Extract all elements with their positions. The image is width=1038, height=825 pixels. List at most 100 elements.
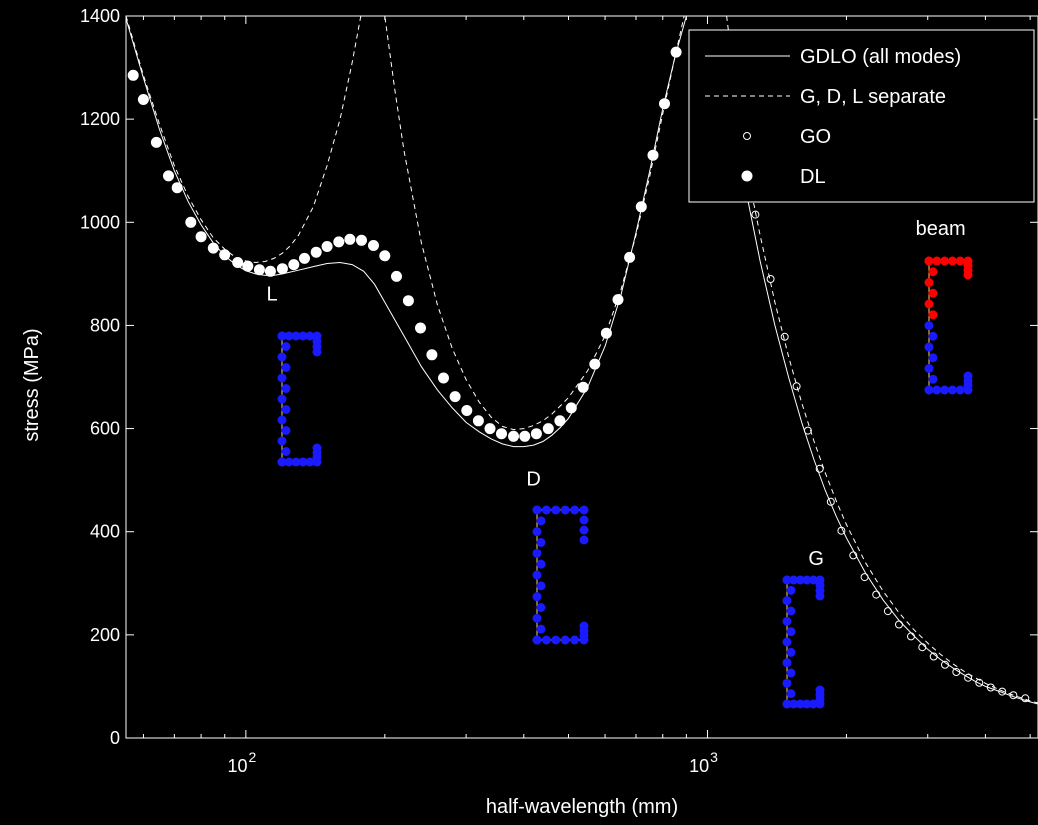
annotation-G: G bbox=[808, 548, 824, 570]
dl-point-13 bbox=[276, 263, 288, 275]
dl-point-1 bbox=[137, 94, 149, 105]
dl-point-0 bbox=[127, 69, 139, 81]
y-tick-label-0: 0 bbox=[110, 728, 120, 748]
y-axis-label: stress (MPa) bbox=[21, 328, 43, 441]
go-point-4 bbox=[803, 426, 812, 435]
dl-point-37 bbox=[554, 415, 566, 427]
y-tick-label-6: 1200 bbox=[80, 109, 120, 129]
inset-section-G bbox=[782, 575, 825, 709]
go-point-21 bbox=[998, 687, 1007, 696]
dl-point-14 bbox=[288, 259, 300, 271]
gdlo-curve-0 bbox=[126, 16, 687, 448]
dl-point-23 bbox=[391, 270, 402, 282]
go-point-17 bbox=[952, 668, 961, 676]
legend-swatch-3 bbox=[741, 170, 753, 182]
dl-point-7 bbox=[207, 242, 219, 254]
inset-section-L bbox=[277, 331, 322, 467]
go-point-9 bbox=[860, 573, 869, 582]
dl-point-34 bbox=[519, 430, 531, 442]
dl-point-36 bbox=[542, 423, 554, 435]
dl-point-39 bbox=[577, 381, 589, 393]
go-point-10 bbox=[872, 590, 881, 599]
go-point-15 bbox=[929, 652, 938, 661]
y-tick-label-4: 800 bbox=[90, 315, 120, 335]
dl-point-41 bbox=[600, 327, 612, 339]
y-tick-label-1: 200 bbox=[90, 625, 120, 645]
go-point-22 bbox=[1009, 691, 1018, 700]
go-point-18 bbox=[964, 673, 973, 682]
dl-point-4 bbox=[171, 182, 183, 194]
dl-point-21 bbox=[368, 240, 379, 251]
dl-point-31 bbox=[484, 423, 496, 435]
legend-label-0: GDLO (all modes) bbox=[800, 46, 961, 68]
dl-point-24 bbox=[402, 295, 414, 307]
legend-label-2: GO bbox=[800, 126, 831, 148]
dl-point-44 bbox=[635, 201, 647, 213]
dl-point-9 bbox=[232, 257, 244, 268]
legend: GDLO (all modes) G, D, L separate GO DL bbox=[688, 29, 1035, 203]
dl-point-40 bbox=[589, 358, 601, 370]
dl-point-30 bbox=[472, 415, 484, 427]
dl-point-47 bbox=[670, 46, 682, 58]
dl-point-29 bbox=[461, 405, 473, 416]
annotation-L: L bbox=[267, 284, 278, 306]
dl-point-26 bbox=[426, 349, 438, 361]
go-point-11 bbox=[883, 607, 892, 616]
inset-section-D bbox=[532, 505, 589, 645]
cross-section-insets bbox=[277, 256, 973, 709]
dl-point-25 bbox=[415, 322, 426, 334]
dl-point-12 bbox=[264, 265, 276, 277]
go-point-12 bbox=[895, 620, 903, 629]
dl-point-45 bbox=[647, 149, 659, 161]
go-point-1 bbox=[766, 275, 775, 283]
go-point-20 bbox=[986, 683, 995, 692]
go-point-5 bbox=[815, 464, 824, 473]
go-point-2 bbox=[780, 332, 789, 341]
dl-point-6 bbox=[195, 231, 207, 243]
go-point-7 bbox=[837, 526, 846, 535]
dl-point-42 bbox=[612, 294, 624, 306]
dl-point-8 bbox=[219, 249, 231, 261]
dl-point-38 bbox=[565, 402, 577, 414]
go-point-13 bbox=[907, 632, 915, 641]
annotation-beam: beam bbox=[916, 218, 966, 240]
dl-point-22 bbox=[379, 250, 391, 262]
go-point-23 bbox=[1021, 694, 1030, 703]
go-point-6 bbox=[826, 497, 835, 506]
gdlo-curve-1 bbox=[743, 180, 1038, 705]
go-point-8 bbox=[849, 551, 858, 560]
go-point-3 bbox=[792, 382, 801, 391]
dl-point-16 bbox=[310, 246, 322, 258]
go-point-19 bbox=[975, 678, 984, 687]
dl-point-19 bbox=[344, 233, 356, 245]
y-tick-label-7: 1400 bbox=[80, 6, 120, 26]
dl-point-33 bbox=[508, 430, 519, 442]
dl-point-18 bbox=[333, 236, 345, 248]
x-axis-label: half-wavelength (mm) bbox=[486, 796, 678, 818]
series-layer bbox=[126, 16, 1038, 705]
dl-point-5 bbox=[185, 216, 197, 228]
dl-point-43 bbox=[624, 251, 636, 263]
dl-point-15 bbox=[299, 252, 310, 264]
legend-swatch-2 bbox=[743, 132, 751, 140]
dl-point-32 bbox=[496, 428, 507, 440]
plot-area-frame bbox=[125, 15, 1038, 739]
dl-point-46 bbox=[659, 98, 670, 110]
separate-curve-3 bbox=[384, 16, 685, 431]
dl-point-20 bbox=[356, 234, 367, 246]
dl-point-27 bbox=[438, 372, 449, 384]
dl-point-17 bbox=[321, 241, 333, 252]
dl-point-10 bbox=[242, 260, 254, 272]
go-point-14 bbox=[918, 643, 927, 652]
inset-section-beam bbox=[924, 256, 973, 395]
dl-point-35 bbox=[530, 428, 542, 440]
separate-curve-4 bbox=[726, 16, 1038, 704]
dl-point-11 bbox=[253, 264, 265, 276]
dl-point-28 bbox=[449, 391, 461, 403]
legend-label-1: G, D, L separate bbox=[800, 86, 946, 108]
y-tick-label-2: 400 bbox=[90, 522, 120, 542]
separate-curve-2 bbox=[126, 16, 362, 264]
